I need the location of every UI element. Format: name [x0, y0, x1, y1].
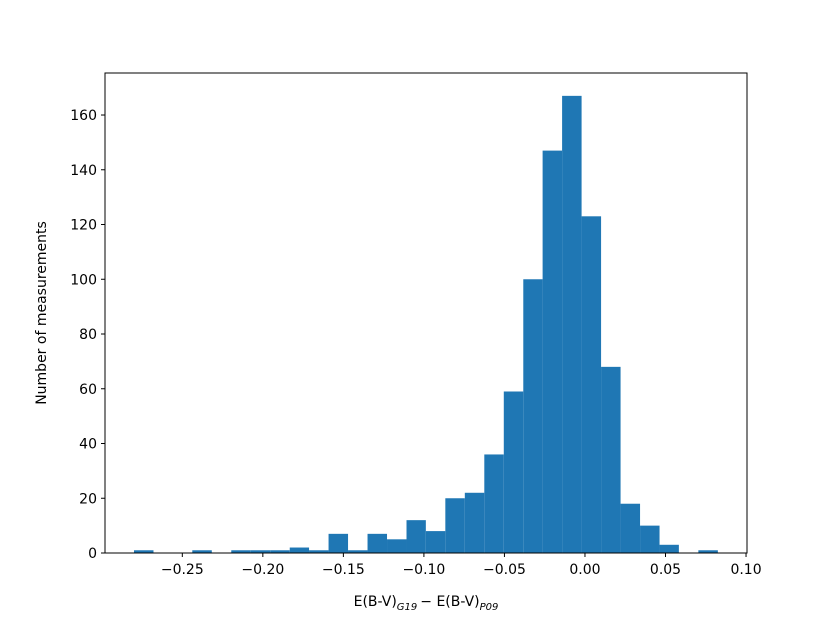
- y-tick-label: 60: [79, 382, 97, 398]
- y-tick-label: 40: [79, 437, 97, 453]
- x-label-part: − E(B-V): [420, 594, 479, 610]
- y-axis-label: Number of measurements: [34, 221, 50, 405]
- bar: [231, 550, 251, 553]
- x-tick-label: 0.00: [569, 562, 600, 578]
- bar: [367, 533, 388, 553]
- x-axis-label: E(B-V)G19− E(B-V)P09: [354, 594, 499, 613]
- y-tick-label: 140: [70, 163, 97, 179]
- bar: [562, 95, 582, 553]
- bar: [250, 550, 271, 553]
- x-label-sub: P09: [480, 602, 499, 613]
- bar: [387, 539, 407, 553]
- bar: [425, 531, 446, 553]
- bar: [192, 550, 212, 553]
- bar: [523, 279, 543, 553]
- y-tick-label: 120: [70, 218, 97, 234]
- bar: [581, 216, 602, 553]
- bar: [133, 550, 154, 553]
- x-label-part: E(B-V): [354, 594, 397, 610]
- bar: [620, 503, 641, 553]
- bar: [289, 547, 310, 553]
- plot-frame: [104, 72, 748, 554]
- y-tick-label: 160: [70, 108, 97, 124]
- x-label-sub: G19: [397, 602, 417, 613]
- x-tick-label: −0.15: [322, 562, 365, 578]
- x-tick-label: 0.05: [650, 562, 681, 578]
- bar: [445, 498, 465, 553]
- x-tick-label: 0.10: [730, 562, 761, 578]
- bar: [601, 366, 621, 553]
- bar: [406, 520, 426, 553]
- y-tick-label: 20: [79, 491, 97, 507]
- bar: [503, 391, 524, 553]
- x-tick-label: −0.10: [402, 562, 445, 578]
- bar: [698, 550, 718, 553]
- bar: [309, 550, 329, 553]
- bar: [270, 550, 290, 553]
- bar: [484, 454, 504, 553]
- x-tick-label: −0.25: [161, 562, 204, 578]
- bar: [640, 525, 660, 553]
- bar: [542, 150, 563, 553]
- y-tick-label: 100: [70, 272, 97, 288]
- bar: [464, 492, 485, 553]
- bar: [659, 544, 679, 553]
- y-tick-label: 0: [88, 546, 97, 562]
- x-tick-label: −0.05: [483, 562, 526, 578]
- bar: [348, 550, 368, 553]
- bar: [328, 533, 349, 553]
- x-tick-label: −0.20: [241, 562, 284, 578]
- y-tick-label: 80: [79, 327, 97, 343]
